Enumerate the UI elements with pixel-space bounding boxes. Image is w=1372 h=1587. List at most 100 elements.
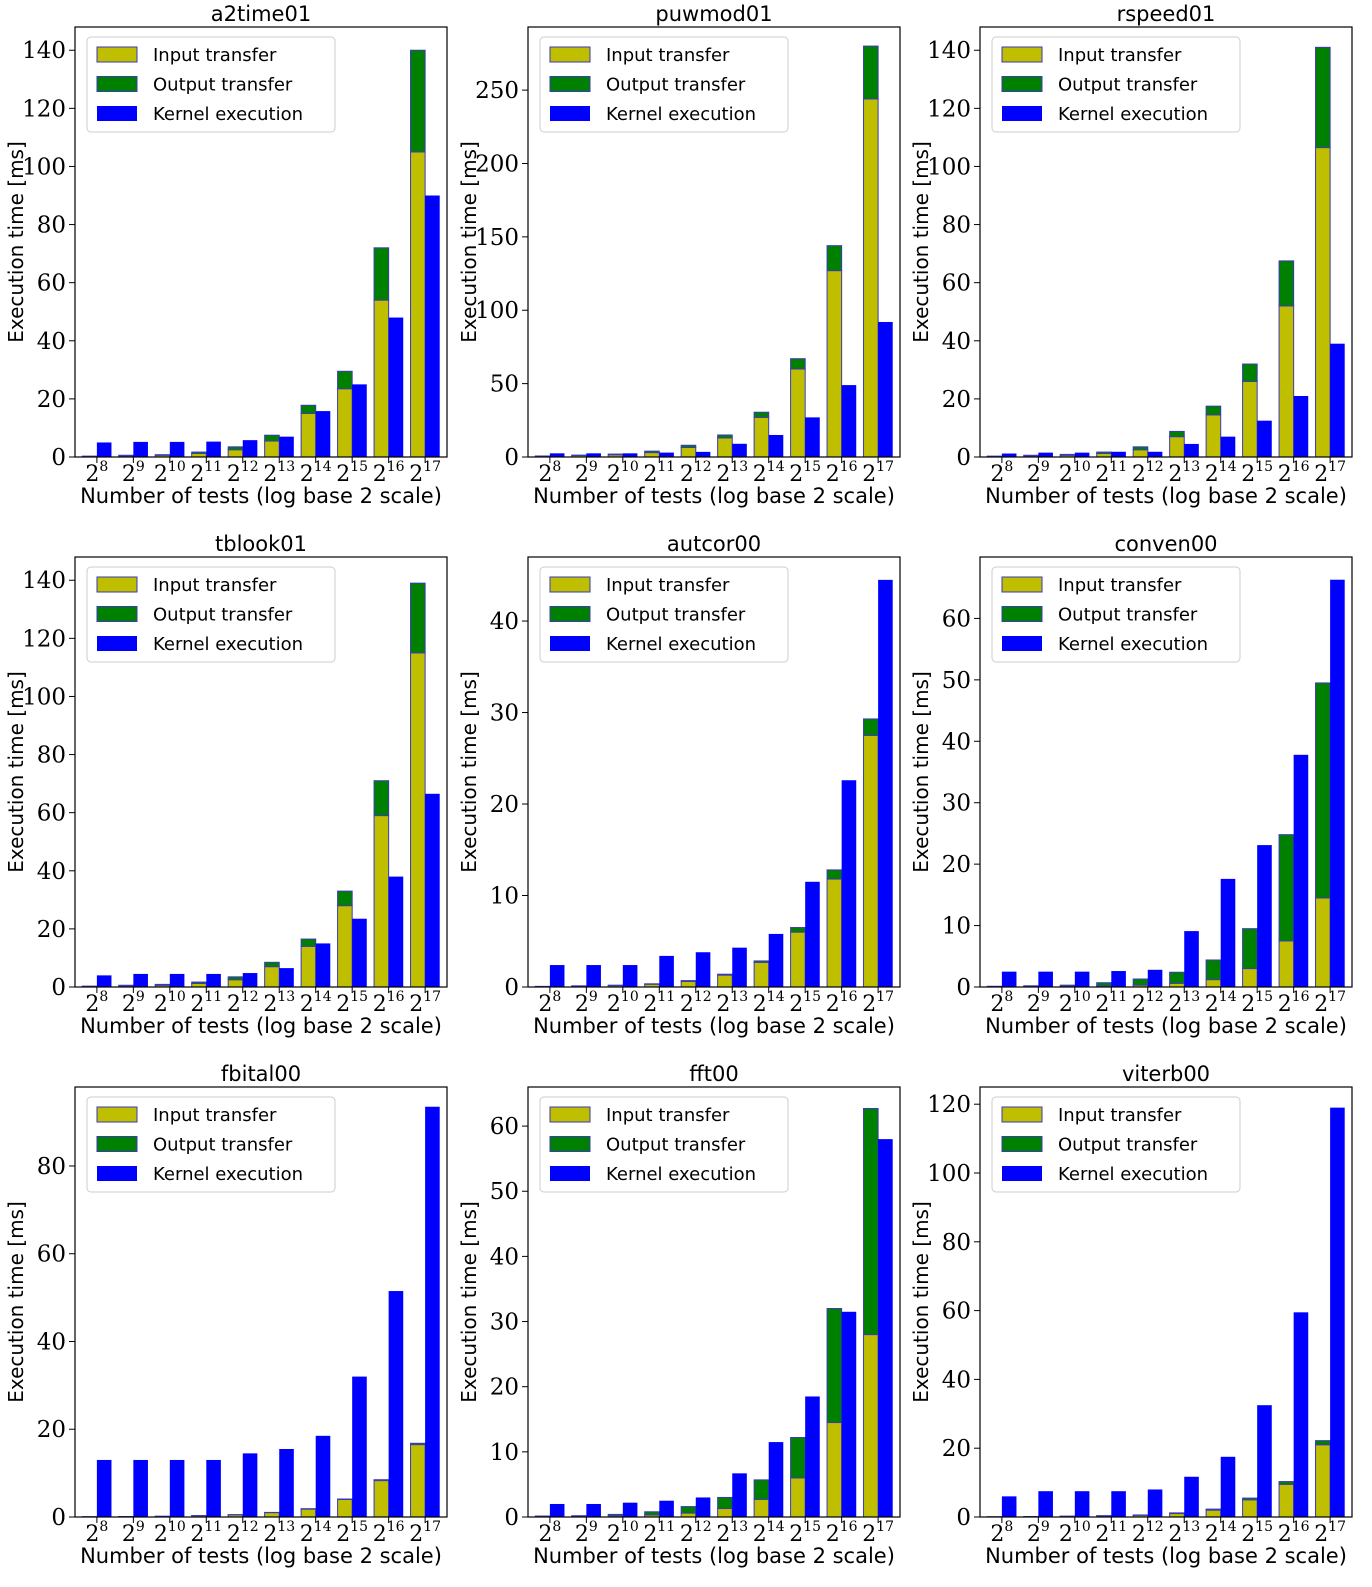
bar-output-transfer [118, 454, 134, 457]
y-tick-label: 40 [490, 609, 519, 635]
y-axis-label: Execution time [ms] [457, 1201, 481, 1403]
bar-output-transfer [337, 370, 353, 390]
y-tick-label: 40 [942, 329, 971, 355]
x-tick-label: 212 [1132, 1519, 1164, 1547]
x-axis-label: Number of tests (log base 2 scale) [985, 1014, 1347, 1038]
y-tick-label: 20 [490, 1375, 519, 1401]
bar-output-transfer [1205, 959, 1222, 981]
legend-label: Output transfer [606, 75, 746, 96]
plot-frame [979, 26, 1353, 458]
y-tick-label: 0 [51, 975, 66, 1001]
x-tick-label: 29 [1027, 459, 1050, 487]
bar-kernel-execution [622, 965, 638, 987]
bar-kernel-execution [169, 1459, 185, 1517]
bar-input-transfer [680, 446, 697, 458]
bar-input-transfer [863, 98, 879, 458]
bar-output-transfer [753, 411, 770, 418]
y-tick-label: 120 [927, 96, 971, 122]
bar-input-transfer [1242, 1499, 1258, 1518]
x-axis-label: Number of tests (log base 2 scale) [533, 484, 895, 508]
plot-frame [74, 556, 448, 988]
x-tick-label: 211 [1095, 989, 1127, 1017]
bar-input-transfer [337, 1498, 353, 1518]
chart-title: fft00 [689, 1062, 738, 1086]
y-tick-label: 100 [927, 1161, 971, 1187]
x-axis-label: Number of tests (log base 2 scale) [533, 1544, 895, 1568]
bar-output-transfer [863, 718, 879, 736]
y-tick-label: 80 [37, 213, 66, 239]
x-tick-label: 214 [753, 989, 785, 1017]
bar-kernel-execution [206, 1459, 221, 1517]
x-tick-label: 214 [300, 459, 332, 487]
bar-kernel-execution [549, 965, 565, 987]
legend-label: Kernel execution [1058, 634, 1208, 655]
bar-input-transfer [373, 815, 390, 988]
bar-output-transfer [607, 1513, 624, 1517]
bar-output-transfer [154, 983, 171, 986]
bar-output-transfer [373, 247, 390, 301]
y-axis-label: Execution time [ms] [457, 671, 481, 873]
legend-swatch [1002, 1166, 1042, 1181]
bar-kernel-execution [206, 441, 221, 457]
y-tick-label: 10 [942, 914, 971, 940]
x-tick-label: 213 [263, 459, 295, 487]
legend-swatch [1001, 1136, 1043, 1152]
legend [539, 566, 789, 663]
bar-kernel-execution [352, 384, 367, 457]
x-tick-label: 28 [85, 1519, 108, 1547]
x-tick-label: 212 [680, 459, 712, 487]
bar-kernel-execution [1074, 971, 1090, 987]
legend-swatch [550, 636, 590, 651]
bar-input-transfer [1315, 1444, 1331, 1518]
legend-label: Output transfer [1058, 1135, 1198, 1156]
bar-output-transfer [571, 1515, 587, 1517]
bar-kernel-execution [1147, 451, 1163, 457]
legend-label: Kernel execution [606, 634, 756, 655]
x-tick-label: 214 [300, 989, 332, 1017]
chart-panel: fft00 0 10 20 30 40 50 60 Execution time [ms] 28 2… [457, 1062, 901, 1568]
bar-output-transfer [1205, 1508, 1222, 1511]
y-tick-label: 80 [942, 213, 971, 239]
y-tick-label: 120 [22, 626, 66, 652]
bar-kernel-execution [1111, 451, 1126, 457]
bar-output-transfer [717, 434, 733, 439]
y-tick-label: 30 [942, 791, 971, 817]
x-tick-label: 216 [373, 989, 405, 1017]
y-tick-label: 40 [37, 859, 66, 885]
x-tick-label: 213 [1168, 459, 1200, 487]
bar-kernel-execution [1038, 1491, 1053, 1517]
bar-output-transfer [1059, 453, 1076, 456]
legend-label: Kernel execution [153, 634, 303, 655]
bar-input-transfer [1205, 979, 1222, 988]
legend-swatch [1002, 106, 1042, 121]
bar-output-transfer [227, 446, 244, 451]
bar-output-transfer [826, 245, 843, 272]
legend [991, 566, 1241, 663]
x-tick-label: 211 [643, 989, 675, 1017]
bar-output-transfer [680, 980, 697, 983]
x-tick-label: 211 [643, 459, 675, 487]
bar-kernel-execution [586, 965, 601, 987]
x-tick-label: 213 [1168, 1519, 1200, 1547]
bar-output-transfer [264, 434, 280, 442]
bar-kernel-execution [388, 876, 404, 987]
chart-title: fbital00 [221, 1062, 301, 1086]
bar-output-transfer [680, 444, 697, 448]
bar-kernel-execution [549, 1503, 565, 1517]
y-tick-label: 10 [490, 884, 519, 910]
legend-swatch [1001, 576, 1043, 593]
legend-swatch [1001, 1106, 1043, 1123]
bar-kernel-execution [242, 1453, 258, 1517]
bar-kernel-execution [315, 1435, 331, 1517]
x-tick-label: 217 [862, 459, 894, 487]
bar-kernel-execution [388, 1291, 404, 1517]
x-tick-label: 214 [1205, 1519, 1237, 1547]
y-tick-label: 60 [37, 801, 66, 827]
bar-kernel-execution [805, 1396, 820, 1517]
bar-output-transfer [1169, 430, 1185, 438]
chart-title: puwmod01 [655, 2, 772, 26]
bar-kernel-execution [133, 1459, 148, 1517]
bar-kernel-execution [1111, 1491, 1126, 1517]
bar-output-transfer [118, 984, 134, 987]
